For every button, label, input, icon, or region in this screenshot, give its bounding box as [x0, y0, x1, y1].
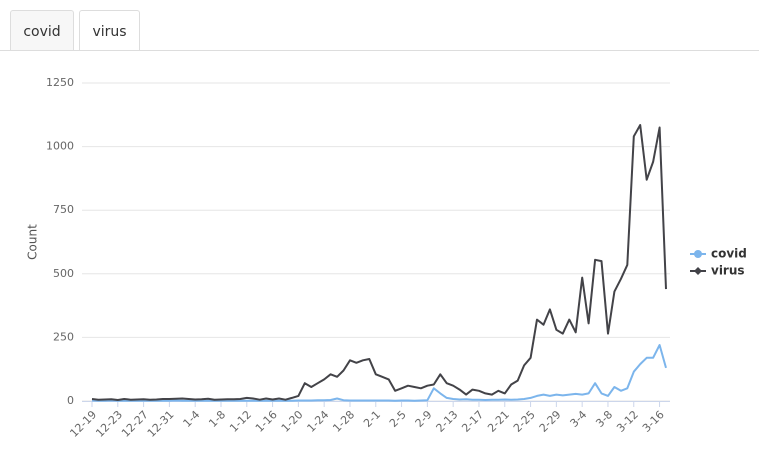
x-tick-label: 12-31 — [145, 408, 177, 440]
series-line — [91, 344, 667, 402]
y-tick-label: 1000 — [46, 140, 74, 153]
x-tick-label: 2-1 — [361, 408, 383, 430]
x-tick-label: 12-19 — [67, 408, 99, 440]
x-tick-label: 1-16 — [253, 408, 280, 435]
x-tick-label: 2-5 — [387, 408, 409, 430]
x-tick-label: 1-20 — [279, 408, 306, 435]
legend-label[interactable]: virus — [711, 264, 745, 278]
series-line — [91, 124, 667, 401]
y-tick-label: 750 — [53, 203, 74, 216]
x-tick-label: 2-25 — [511, 408, 538, 435]
legend-marker[interactable] — [694, 267, 702, 275]
y-tick-label: 1250 — [46, 76, 74, 89]
tab[interactable]: covid — [10, 10, 74, 50]
y-axis-title: Count — [26, 224, 40, 260]
x-tick-label: 2-9 — [413, 408, 435, 430]
y-tick-label: 0 — [67, 394, 74, 407]
x-tick-label: 1-12 — [227, 408, 254, 435]
x-tick-label: 3-4 — [568, 408, 590, 430]
x-tick-label: 2-13 — [434, 408, 461, 435]
x-tick-label: 2-29 — [537, 408, 564, 435]
x-tick-label: 2-21 — [485, 408, 512, 435]
tab[interactable]: virus — [79, 10, 140, 50]
x-tick-label: 12-27 — [119, 408, 151, 440]
x-tick-label: 1-8 — [206, 408, 228, 430]
y-tick-label: 500 — [53, 267, 74, 280]
x-tick-label: 1-28 — [330, 408, 357, 435]
x-tick-label: 2-17 — [459, 408, 486, 435]
legend-marker[interactable] — [694, 250, 702, 258]
x-tick-label: 1-24 — [305, 408, 332, 435]
x-tick-label: 3-8 — [593, 408, 615, 430]
y-tick-label: 250 — [53, 330, 74, 343]
x-tick-label: 3-16 — [640, 408, 667, 435]
x-tick-label: 3-12 — [614, 408, 641, 435]
x-tick-label: 1-4 — [181, 408, 203, 430]
x-tick-label: 12-23 — [93, 408, 125, 440]
tab-divider — [0, 50, 759, 51]
legend-label[interactable]: covid — [711, 247, 747, 261]
